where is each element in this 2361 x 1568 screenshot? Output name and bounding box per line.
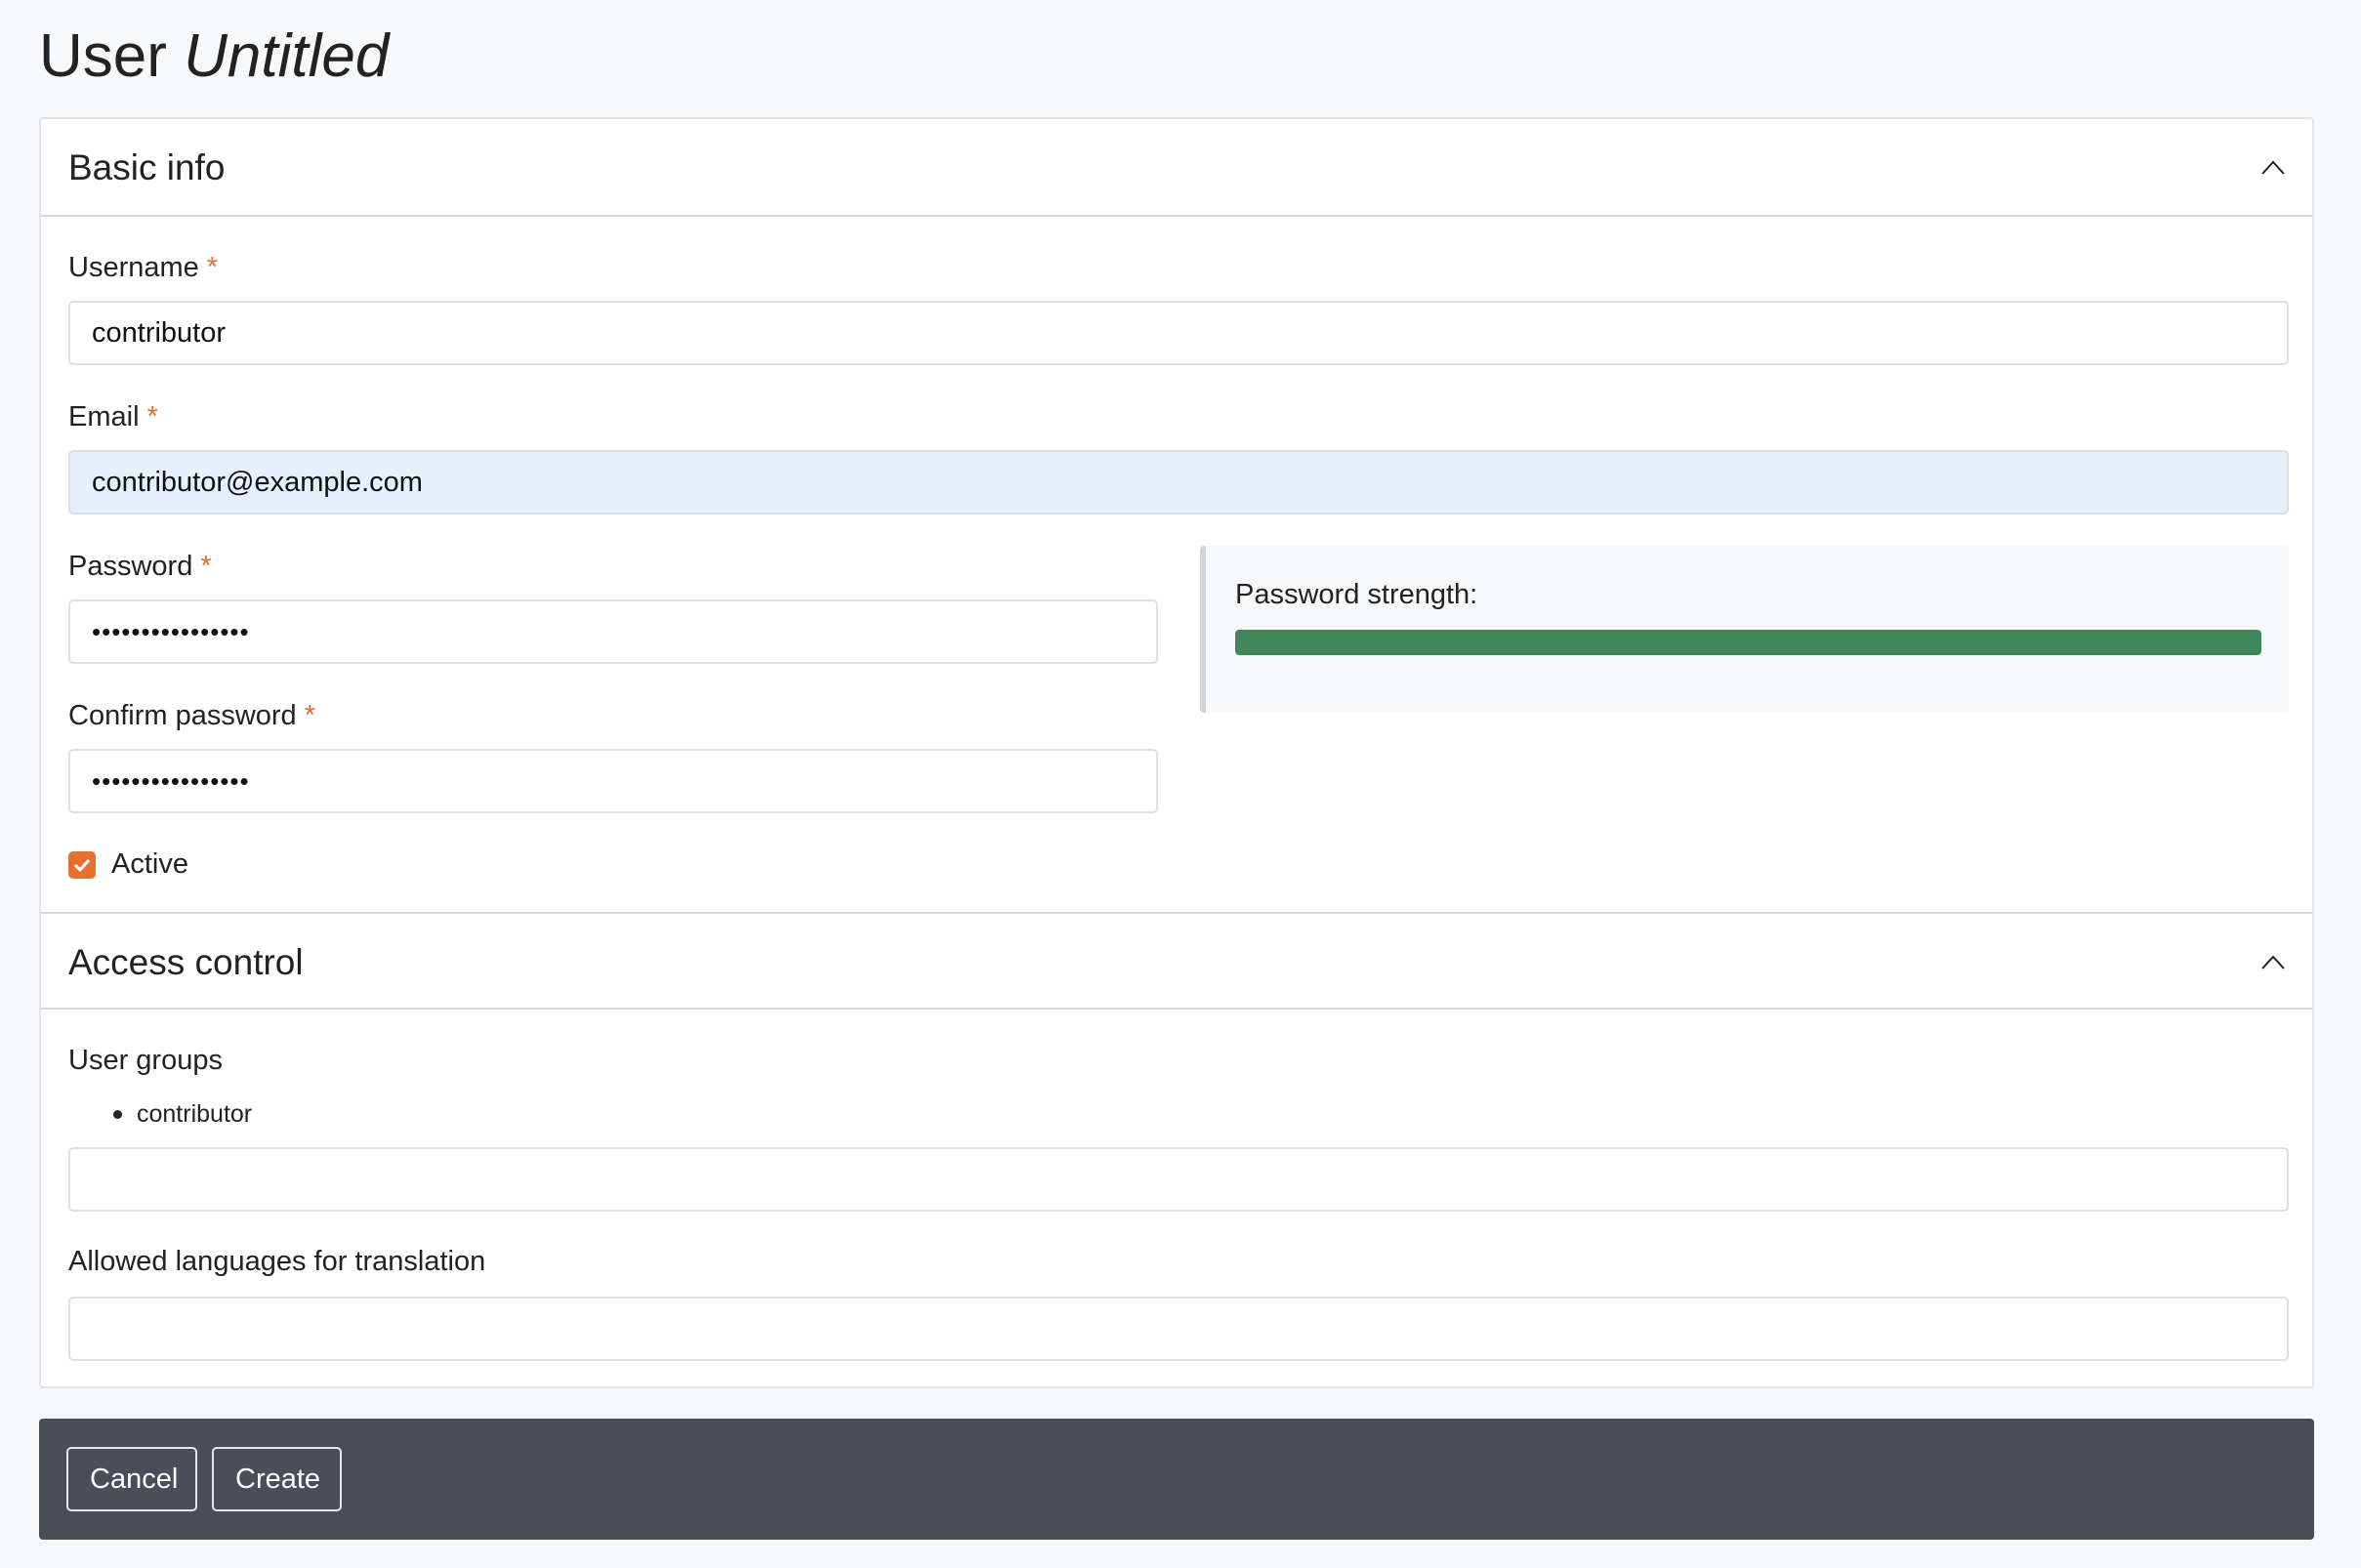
form-footer: Cancel Create xyxy=(39,1419,2314,1540)
required-asterisk: * xyxy=(146,401,158,433)
chevron-up-icon[interactable] xyxy=(2261,156,2285,180)
username-label: Username * xyxy=(68,252,219,283)
confirm-password-input[interactable]: •••••••••••••••• xyxy=(68,749,1158,813)
basic-info-header[interactable]: Basic info xyxy=(41,119,2312,217)
chevron-up-icon[interactable] xyxy=(2261,951,2285,974)
required-asterisk: * xyxy=(206,252,219,283)
section-heading: Basic info xyxy=(68,147,226,187)
user-form-card: Basic info Username * contributor Email * … xyxy=(39,117,2314,1388)
user-group-item: contributor xyxy=(112,1097,252,1131)
page-title: User Untitled xyxy=(39,22,390,90)
page-title-name: Untitled xyxy=(184,22,390,90)
password-strength-panel: Password strength: xyxy=(1200,546,2289,713)
email-input[interactable]: contributor@example.com xyxy=(68,450,2289,515)
cancel-button[interactable]: Cancel xyxy=(66,1447,197,1511)
languages-input[interactable] xyxy=(68,1297,2289,1361)
password-strength-bar xyxy=(1235,630,2261,655)
password-input[interactable]: •••••••••••••••• xyxy=(68,599,1158,664)
user-groups-input[interactable] xyxy=(68,1147,2289,1212)
active-checkbox[interactable] xyxy=(68,851,96,879)
confirm-password-label: Confirm password * xyxy=(68,700,315,731)
required-asterisk: * xyxy=(200,551,212,582)
access-control-header[interactable]: Access control xyxy=(41,912,2312,1010)
create-button[interactable]: Create xyxy=(212,1447,342,1511)
password-strength-label: Password strength: xyxy=(1235,579,1478,610)
password-strength-fill xyxy=(1235,630,2261,655)
user-groups-label: User groups xyxy=(68,1045,223,1076)
required-asterisk: * xyxy=(304,700,315,731)
section-heading: Access control xyxy=(68,942,304,982)
username-input[interactable]: contributor xyxy=(68,301,2289,365)
email-label: Email * xyxy=(68,401,158,433)
languages-label: Allowed languages for translation xyxy=(68,1246,486,1277)
active-label[interactable]: Active xyxy=(111,848,188,880)
password-label: Password * xyxy=(68,551,212,582)
